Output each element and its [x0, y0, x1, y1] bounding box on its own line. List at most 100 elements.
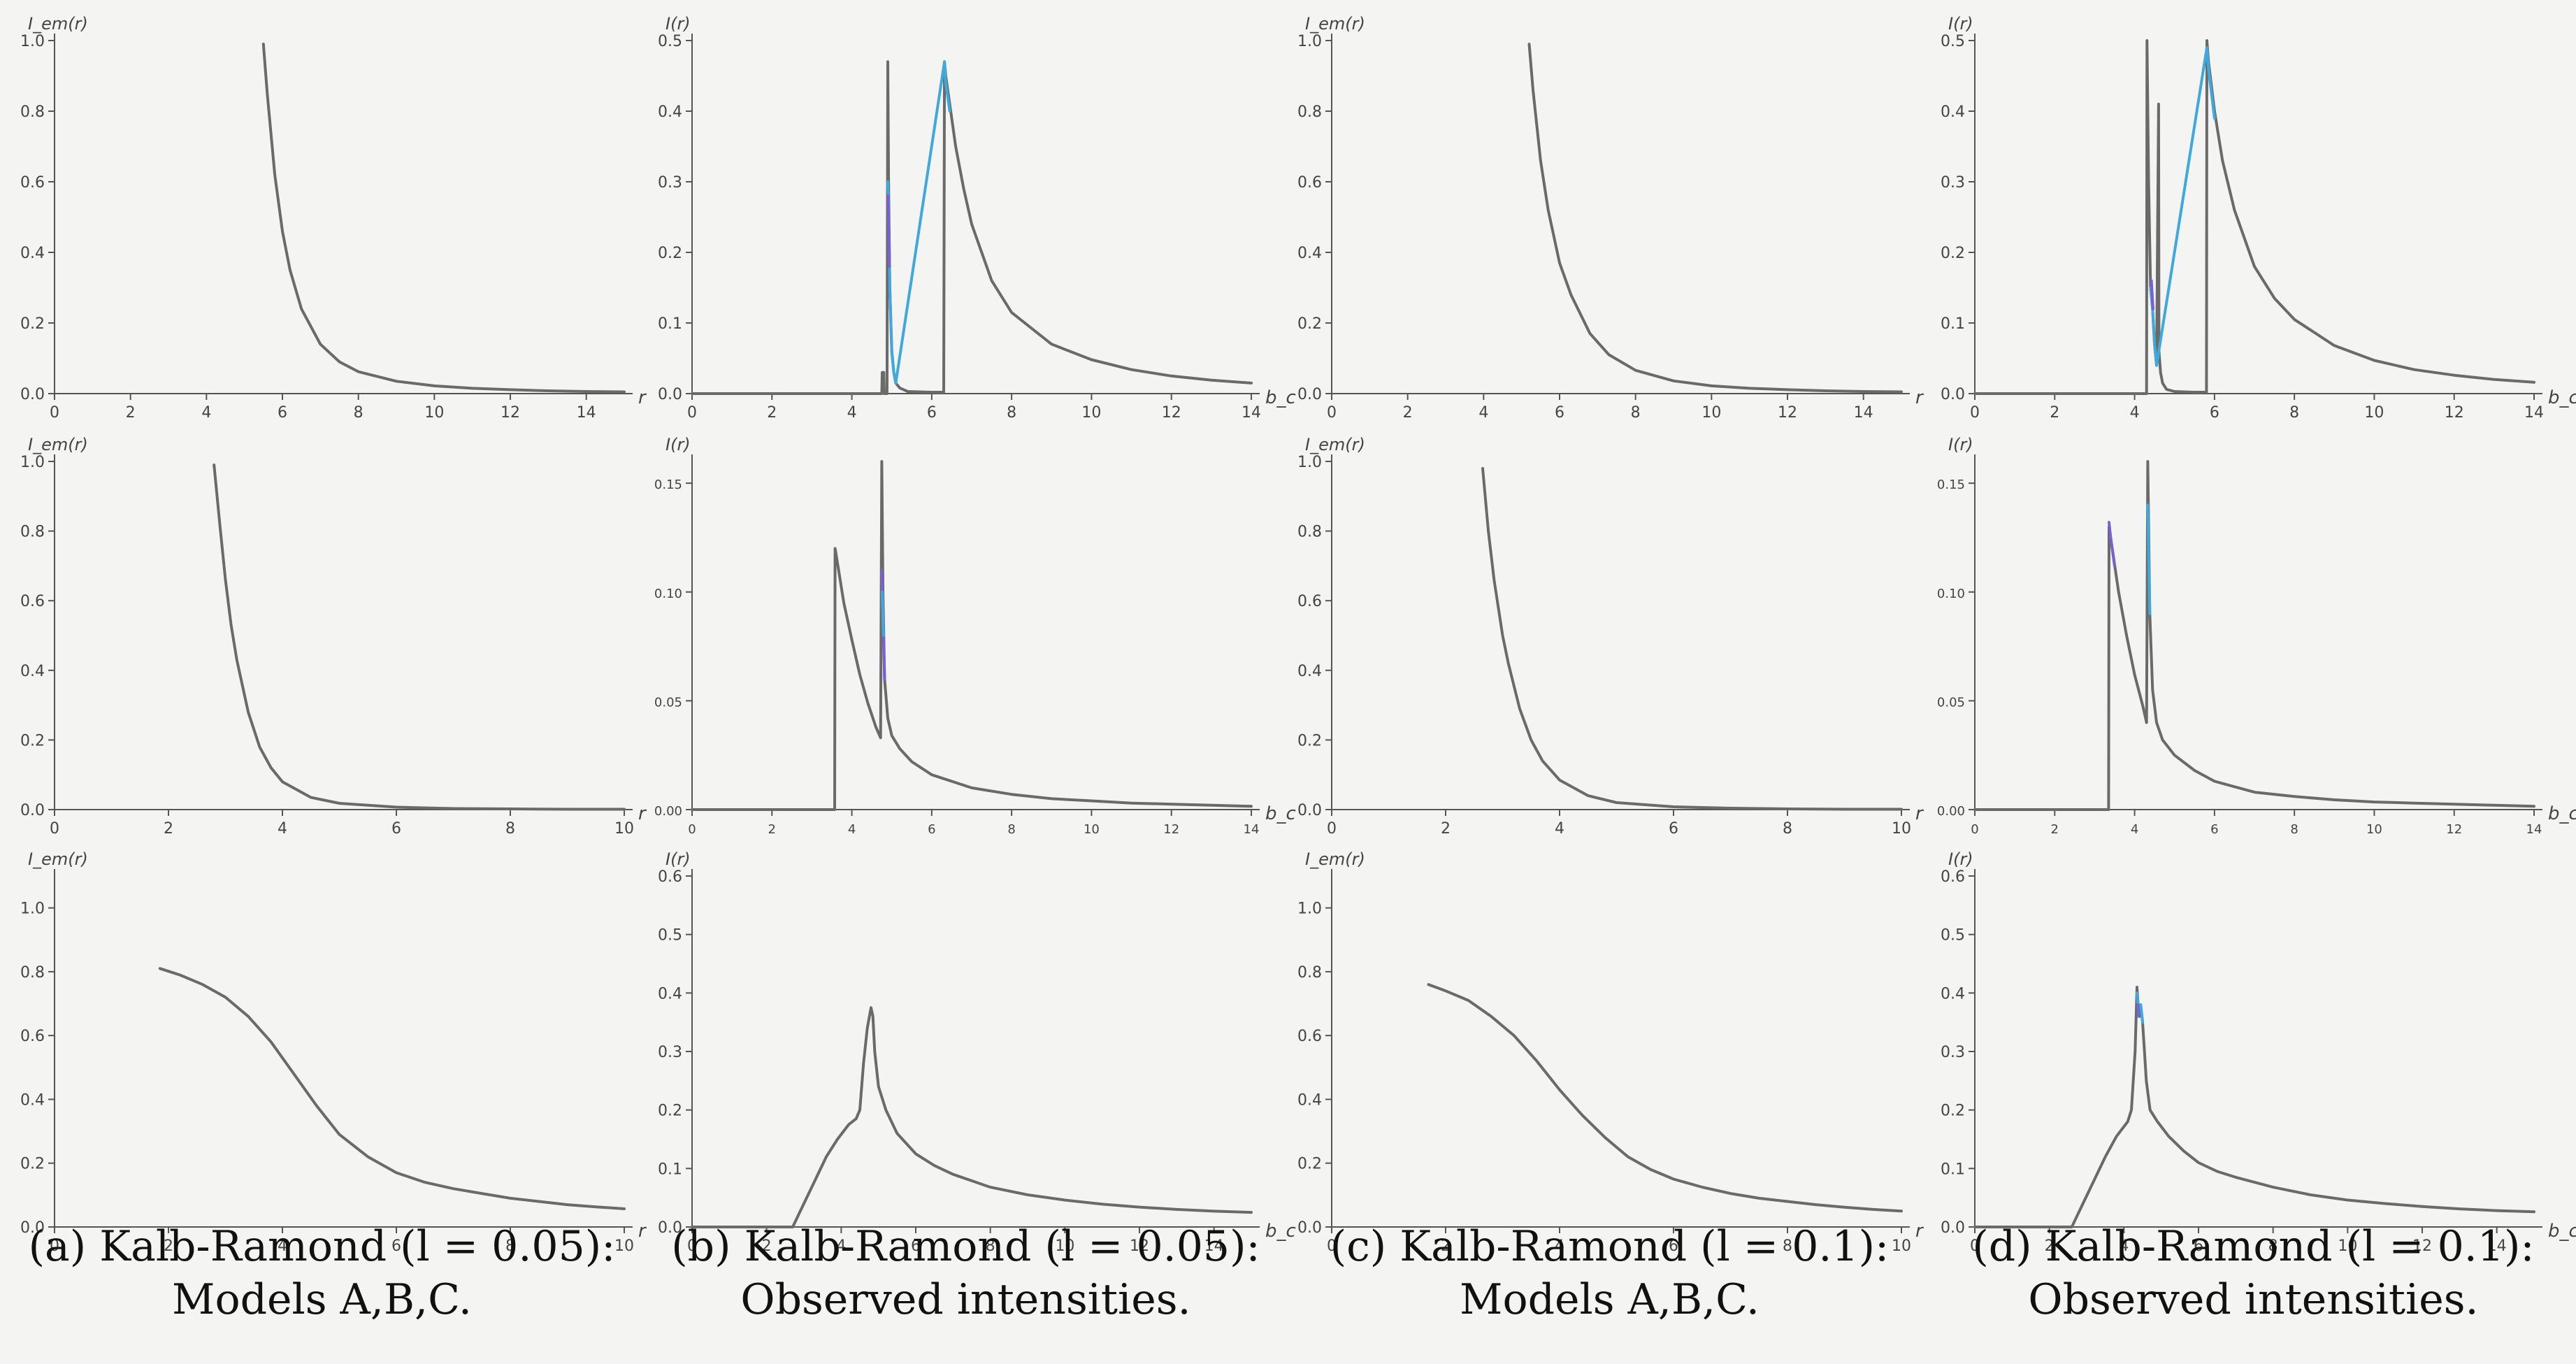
- x-tick-label: 2: [2051, 822, 2059, 837]
- series-line: [2146, 503, 2152, 615]
- caption-d-line1: (d) Kalb-Ramond (l = 0.1):: [1972, 1222, 2535, 1271]
- x-tick-label: 2: [762, 1237, 772, 1255]
- series-line: [261, 43, 626, 394]
- series-line: [1427, 983, 1903, 1213]
- y-axis-label: I(r): [665, 435, 691, 454]
- y-tick-label: 0.6: [20, 593, 45, 610]
- y-tick-label: 1.0: [20, 900, 45, 918]
- x-axis-label: b_c: [1265, 387, 1296, 408]
- x-tick-label: 12: [2445, 404, 2464, 422]
- y-tick-label: 0.2: [1297, 315, 1322, 333]
- x-tick-label: 0: [50, 1237, 59, 1255]
- caption-c-line1: (c) Kalb-Ramond (l = 0.1):: [1330, 1222, 1890, 1271]
- caption-b-line2: Observed intensities.: [740, 1275, 1191, 1324]
- x-axis-label: b_c: [2548, 387, 2576, 408]
- series-line: [881, 590, 885, 637]
- x-tick-label: 10: [1055, 1237, 1074, 1255]
- x-axis-label: r: [1915, 387, 1924, 408]
- y-tick-label: 0.1: [658, 315, 682, 333]
- x-axis-label: r: [638, 1221, 647, 1242]
- y-tick-label: 0.2: [1297, 1156, 1322, 1173]
- chart-panel-2: 0 2 4 6 8 10 12 14 0.0 0.2 0.4 0.6 0.8 1.0I_em(r)r: [1297, 14, 1924, 422]
- y-tick-label: 0.8: [20, 964, 45, 982]
- y-tick-label: 0.2: [20, 315, 45, 333]
- x-tick-label: 0: [1970, 1237, 1980, 1255]
- y-tick-label: 0.2: [1941, 245, 1965, 262]
- y-tick-label: 0.0: [20, 386, 45, 403]
- chart-panel-8: 0 2 4 6 8 10 0.0 0.2 0.4 0.6 0.8 1.0 I_em(r)r: [20, 849, 647, 1255]
- y-tick-label: 0.4: [20, 245, 45, 262]
- chart-panel-10: 0 2 4 6 8 10 0.0 0.2 0.4 0.6 0.8 1.0 I_em(r)r: [1297, 849, 1924, 1255]
- y-tick-label: 0.0: [658, 386, 682, 403]
- y-tick-label: 0.0: [1297, 1219, 1322, 1237]
- x-tick-label: 10: [2364, 404, 2384, 422]
- x-tick-label: 10: [614, 820, 634, 838]
- x-tick-label: 12: [2446, 822, 2462, 837]
- x-tick-label: 10: [2366, 822, 2382, 837]
- y-tick-label: 0.6: [20, 174, 45, 192]
- x-tick-label: 2: [1403, 404, 1413, 422]
- y-tick-label: 0.8: [20, 524, 45, 541]
- x-axis-label: r: [1915, 803, 1924, 824]
- x-tick-label: 8: [1783, 1237, 1792, 1255]
- y-tick-label: 0.6: [1941, 868, 1965, 886]
- x-axis-label: r: [638, 387, 647, 408]
- x-axis-label: r: [638, 803, 647, 824]
- y-tick-label: 0.4: [20, 663, 45, 680]
- y-tick-label: 0.2: [20, 732, 45, 749]
- x-tick-label: 6: [2210, 822, 2218, 837]
- x-tick-label: 0: [1327, 1237, 1337, 1255]
- x-tick-label: 12: [1163, 822, 1179, 837]
- y-tick-label: 0.0: [1941, 386, 1965, 403]
- y-tick-label: 0.4: [1941, 103, 1965, 121]
- x-tick-label: 10: [1892, 1237, 1911, 1255]
- y-tick-label: 0.4: [1941, 985, 1965, 1003]
- y-tick-label: 0.10: [654, 587, 682, 601]
- x-tick-label: 2: [1441, 1237, 1451, 1255]
- series-line: [1973, 39, 2535, 395]
- chart-panel-4: 0 2 4 6 8 10 0.0 0.2 0.4 0.6 0.8 1.0I_em(r)r: [20, 435, 647, 838]
- x-axis-label: b_c: [2548, 1221, 2576, 1242]
- series-line: [2150, 279, 2154, 310]
- y-axis-label: I_em(r): [28, 14, 88, 34]
- y-axis-label: I(r): [665, 849, 691, 869]
- x-tick-label: 14: [1204, 1237, 1224, 1255]
- y-tick-label: 0.05: [1937, 695, 1965, 710]
- x-tick-label: 6: [1669, 820, 1678, 838]
- y-tick-label: 1.0: [1297, 33, 1322, 50]
- x-tick-label: 14: [1244, 822, 1260, 837]
- x-tick-label: 14: [577, 404, 596, 422]
- y-tick-label: 1.0: [20, 454, 45, 471]
- x-tick-label: 10: [1081, 404, 1101, 422]
- x-tick-label: 4: [201, 404, 211, 422]
- series-line: [1973, 460, 2535, 811]
- x-tick-label: 2: [126, 404, 136, 422]
- x-tick-label: 10: [424, 404, 444, 422]
- y-tick-label: 0.8: [1297, 103, 1322, 121]
- y-tick-label: 0.0: [1297, 802, 1322, 819]
- y-tick-label: 0.6: [658, 868, 682, 886]
- x-tick-label: 2: [768, 822, 776, 837]
- y-tick-label: 0.5: [1941, 927, 1965, 945]
- y-tick-label: 0.00: [654, 804, 682, 819]
- series-line: [691, 460, 1253, 811]
- y-tick-label: 0.2: [1297, 732, 1322, 749]
- y-tick-label: 0.4: [658, 103, 682, 121]
- y-tick-label: 0.3: [658, 174, 682, 192]
- chart-panel-0: 0 2 4 6 8 10 12 14 0.0 0.2 0.4 0.6 0.8 1.0I_em(r)r: [20, 14, 647, 422]
- x-tick-label: 12: [1162, 404, 1181, 422]
- x-tick-label: 6: [2194, 1237, 2203, 1255]
- series-line: [691, 1006, 1253, 1228]
- y-tick-label: 0.0: [20, 802, 45, 819]
- caption-b-line1: (b) Kalb-Ramond (l = 0.05):: [671, 1222, 1260, 1271]
- y-tick-label: 0.00: [1937, 804, 1965, 819]
- x-tick-label: 10: [2338, 1237, 2357, 1255]
- x-tick-label: 8: [2268, 1237, 2278, 1255]
- y-tick-label: 0.0: [658, 1219, 682, 1237]
- caption-a-line2: Models A,B,C.: [172, 1275, 472, 1324]
- chart-panel-11: 0 2 4 6 8 10 12 14 0.0 0.1 0.2 0.3 0.4 0.5 0.6I(r) b_c: [1941, 849, 2576, 1255]
- x-tick-label: 6: [1555, 404, 1564, 422]
- x-tick-label: 4: [2131, 822, 2138, 837]
- series-line: [886, 194, 891, 268]
- x-tick-label: 10: [1084, 822, 1100, 837]
